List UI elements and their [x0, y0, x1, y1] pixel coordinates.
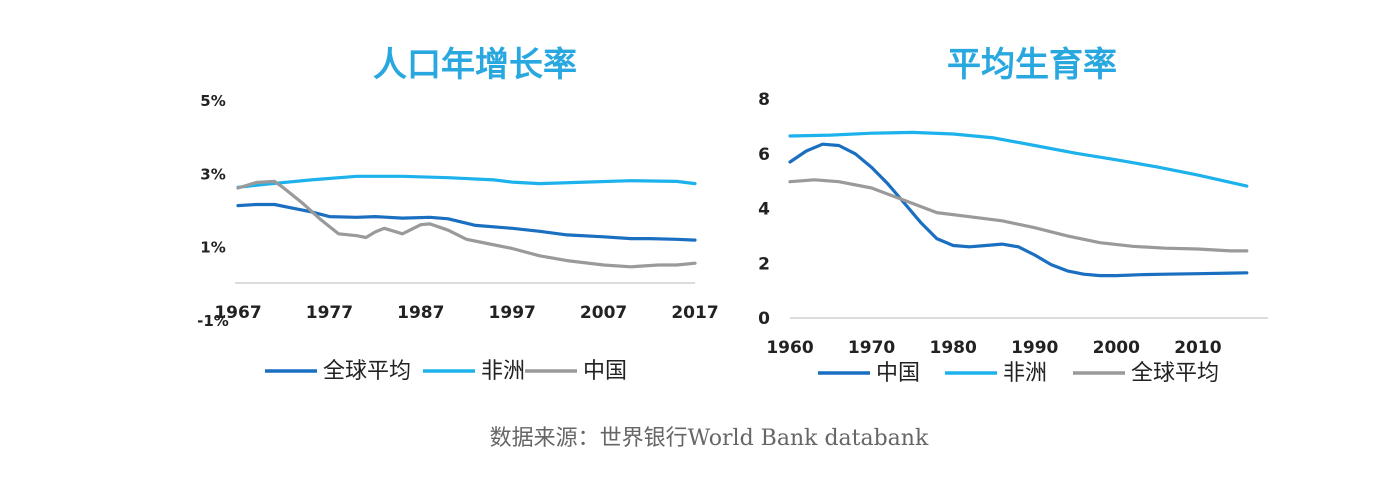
- y-tick-label: 5%: [200, 92, 225, 110]
- x-tick-label: 1990: [1011, 338, 1058, 358]
- legend-label: 中国: [876, 361, 920, 386]
- y-tick-label: 1%: [200, 239, 225, 257]
- fertility-rate-chart: 平均生育率 8 6 4 2 0 1960 1970 1980 1990 2000 2010 中国 非…: [758, 45, 1268, 386]
- legend-label: 中国: [583, 359, 627, 384]
- chart-title: 人口年增长率: [373, 45, 577, 85]
- series-line-全球平均: [788, 178, 1249, 253]
- legend-label: 非洲: [1003, 361, 1047, 386]
- legend-label: 非洲: [481, 359, 525, 384]
- x-tick-label: 1987: [397, 303, 444, 323]
- y-tick-label: 8: [758, 90, 770, 110]
- x-tick-label: 2007: [580, 303, 627, 323]
- legend: 中国 非洲 全球平均: [818, 361, 1219, 386]
- series-line-中国: [788, 142, 1249, 278]
- x-tick-label: 1997: [489, 303, 536, 323]
- chart-title: 平均生育率: [947, 45, 1117, 85]
- y-tick-label: 2: [758, 254, 770, 274]
- x-tick-label: 1967: [214, 303, 261, 323]
- legend-label: 全球平均: [323, 359, 411, 384]
- x-tick-label: 1960: [766, 338, 813, 358]
- legend-label: 全球平均: [1131, 361, 1219, 386]
- x-tick-label: 2000: [1093, 338, 1140, 358]
- series-line-全球平均: [236, 202, 697, 242]
- x-tick-label: 1980: [929, 338, 976, 358]
- y-tick-label: 0: [758, 309, 770, 329]
- y-tick-label: 6: [758, 145, 770, 165]
- legend: 全球平均 非洲 中国: [265, 359, 627, 384]
- population-growth-chart: 人口年增长率 5% 3% 1% -1% 1967 1977 1987 1997 2007 201…: [197, 45, 719, 384]
- y-tick-label: 3%: [200, 165, 225, 183]
- series-line-中国: [236, 179, 697, 269]
- x-tick-label: 2010: [1174, 338, 1221, 358]
- series-line-非洲: [236, 174, 697, 189]
- source-note: 数据来源：世界银行World Bank databank: [490, 426, 929, 451]
- y-tick-label: 4: [758, 200, 770, 220]
- x-tick-label: 2017: [671, 303, 718, 323]
- y-tick-label: -1%: [197, 312, 229, 330]
- series-line-非洲: [788, 130, 1249, 188]
- x-tick-label: 1970: [848, 338, 895, 358]
- x-tick-label: 1977: [306, 303, 353, 323]
